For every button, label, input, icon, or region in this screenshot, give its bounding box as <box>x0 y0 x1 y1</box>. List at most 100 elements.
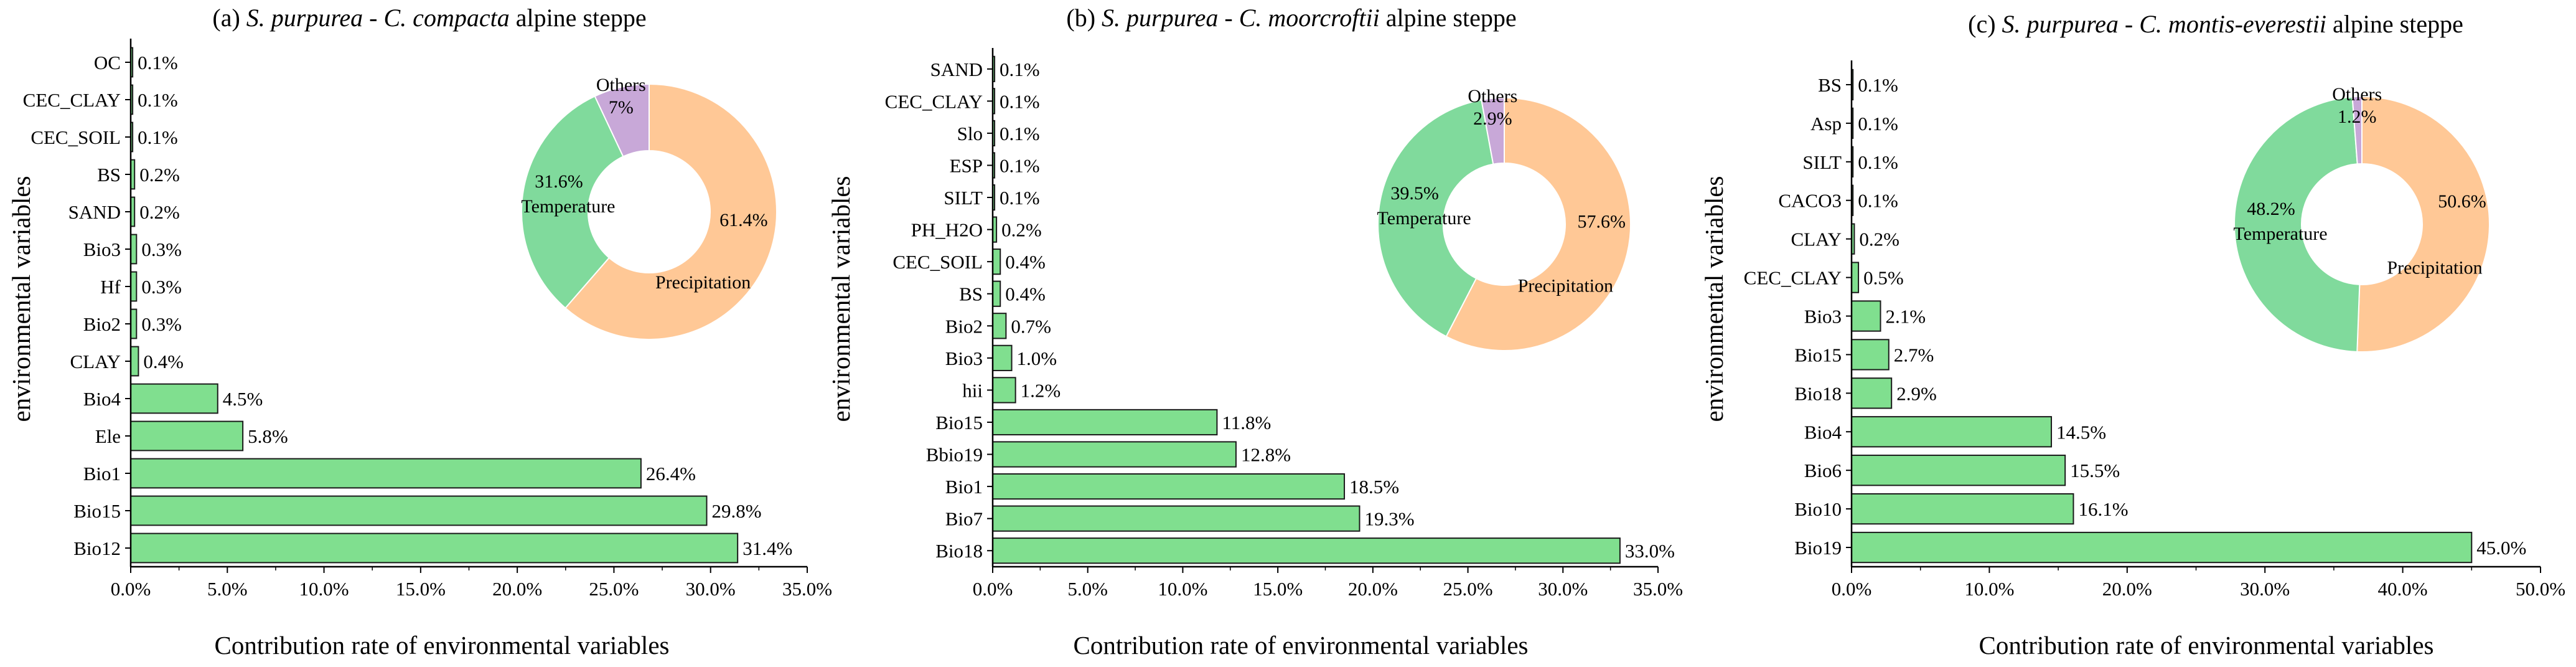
pie-slice-name: Precipitation <box>655 272 751 293</box>
bar-value-label: 0.4% <box>1005 251 1046 273</box>
bar-value-label: 16.1% <box>2078 498 2128 520</box>
x-tick-label: 20.0% <box>1348 578 1398 600</box>
y-tick-label: Bio3 <box>83 239 121 260</box>
y-tick-label: Bio10 <box>1794 498 1842 520</box>
chart-title: (a) S. purpurea - C. compacta alpine ste… <box>212 4 646 32</box>
y-tick-label: BS <box>97 164 121 186</box>
y-tick-label: Bio1 <box>945 476 983 498</box>
x-tick-label: 15.0% <box>1253 578 1303 600</box>
x-tick-label: 20.0% <box>492 578 542 600</box>
pie-slice-temperature <box>521 95 624 310</box>
pie-slice-precipitation <box>564 83 777 340</box>
y-tick-label: BS <box>959 283 983 305</box>
bar-CEC_SOIL <box>992 248 1001 275</box>
y-tick-label: Bio4 <box>1804 421 1842 443</box>
pie-slice-precipitation <box>2356 95 2490 352</box>
bar-value-label: 0.1% <box>138 126 178 148</box>
bar-value-label: 2.7% <box>1894 344 1934 366</box>
y-tick-label: hii <box>962 379 983 401</box>
y-tick-label: Bio15 <box>73 500 121 522</box>
y-axis-title: environmental variables <box>7 176 35 422</box>
y-tick-label: Bio7 <box>945 508 983 530</box>
y-axis-title: environmental variables <box>1700 176 1728 422</box>
y-tick-label: Bio2 <box>945 315 983 337</box>
pie-slice-value: 31.6% <box>535 171 583 192</box>
y-tick-label: Bio6 <box>1804 460 1842 481</box>
bar-value-label: 0.1% <box>1858 113 1898 135</box>
pie-slice-name: Others <box>2332 84 2382 105</box>
x-tick-label: 30.0% <box>1538 578 1588 600</box>
x-tick-label: 25.0% <box>1443 578 1493 600</box>
pie-slice-value: 50.6% <box>2438 191 2486 212</box>
bar-value-label: 0.1% <box>1858 190 1898 212</box>
x-tick-label: 10.0% <box>1158 578 1207 600</box>
y-tick-label: CLAY <box>1791 229 1842 250</box>
y-axis-title: environmental variables <box>827 176 855 422</box>
bar-Bio3 <box>130 234 138 265</box>
x-tick-label: 0.0% <box>111 578 151 600</box>
bar-value-label: 0.1% <box>1000 123 1040 144</box>
pie-slice-value: 7% <box>609 97 634 118</box>
x-tick-label: 50.0% <box>2516 578 2565 600</box>
chart-title: (c) S. purpurea - C. montis-everestii al… <box>1968 10 2463 38</box>
y-tick-label: OC <box>94 52 121 73</box>
pie-slice-value: 1.2% <box>2338 106 2377 127</box>
bar-value-label: 26.4% <box>646 463 696 485</box>
bar-Bbio19 <box>992 441 1237 468</box>
x-tick-label: 25.0% <box>589 578 639 600</box>
bar-value-label: 0.2% <box>1001 219 1042 241</box>
bar-Hf <box>130 271 138 302</box>
y-tick-label: Asp <box>1810 113 1842 135</box>
bar-Bio2 <box>130 308 138 339</box>
bar-value-label: 0.1% <box>1858 151 1898 173</box>
bar-Bio18 <box>1851 377 1893 409</box>
chart-title: (b) S. purpurea - C. moorcroftii alpine … <box>1066 4 1516 32</box>
bar-value-label: 15.5% <box>2070 460 2120 481</box>
x-tick-label: 30.0% <box>2240 578 2290 600</box>
bar-value-label: 0.2% <box>1859 229 1899 250</box>
y-tick-label: Bio1 <box>83 463 121 485</box>
y-tick-label: CEC_CLAY <box>1744 267 1842 289</box>
pie-slice-name: Others <box>1468 86 1517 106</box>
bar-value-label: 12.8% <box>1241 444 1291 466</box>
pie-slice-precipitation <box>1445 97 1632 351</box>
y-tick-label: CEC_SOIL <box>30 126 121 148</box>
bar-Bio4 <box>130 383 218 414</box>
bar-value-label: 0.5% <box>1863 267 1904 289</box>
y-tick-label: Bio19 <box>1794 537 1842 559</box>
x-tick-label: 15.0% <box>396 578 446 600</box>
pie-slice-name: Temperature <box>521 196 615 217</box>
bar-Bio3 <box>992 344 1013 371</box>
y-tick-label: Ele <box>95 425 121 447</box>
bar-value-label: 5.8% <box>248 425 288 447</box>
pie-slice-value: 2.9% <box>1473 108 1512 129</box>
bar-value-label: 14.5% <box>2056 421 2106 443</box>
x-tick-label: 35.0% <box>782 578 832 600</box>
bar-Ele <box>130 420 244 452</box>
x-tick-label: 10.0% <box>1964 578 2014 600</box>
y-tick-label: Slo <box>957 123 983 144</box>
x-tick-label: 0.0% <box>1832 578 1872 600</box>
bar-Bio1 <box>992 473 1346 500</box>
bar-value-label: 2.9% <box>1896 382 1937 404</box>
y-tick-label: Bio18 <box>1794 382 1842 404</box>
bar-value-label: 18.5% <box>1349 476 1399 498</box>
y-tick-label: CEC_CLAY <box>23 89 121 111</box>
bar-value-label: 0.3% <box>141 276 182 298</box>
pie-slice-others <box>594 83 650 158</box>
y-tick-label: SAND <box>68 201 121 223</box>
pie-slice-temperature <box>1377 99 1494 338</box>
y-tick-label: Bio15 <box>935 412 983 433</box>
x-tick-label: 0.0% <box>973 578 1013 600</box>
bar-Bio6 <box>1851 455 2066 486</box>
x-tick-label: 5.0% <box>1067 578 1108 600</box>
chart-panel-a: (a) S. purpurea - C. compacta alpine ste… <box>7 4 832 660</box>
y-tick-label: CLAY <box>70 351 121 372</box>
bar-value-label: 0.1% <box>138 89 178 111</box>
x-tick-label: 35.0% <box>1633 578 1683 600</box>
bar-Bio4 <box>1851 416 2053 448</box>
pie-slice-name: Temperature <box>1377 208 1471 229</box>
bar-value-label: 11.8% <box>1222 412 1271 433</box>
y-tick-label: CACO3 <box>1778 190 1842 212</box>
